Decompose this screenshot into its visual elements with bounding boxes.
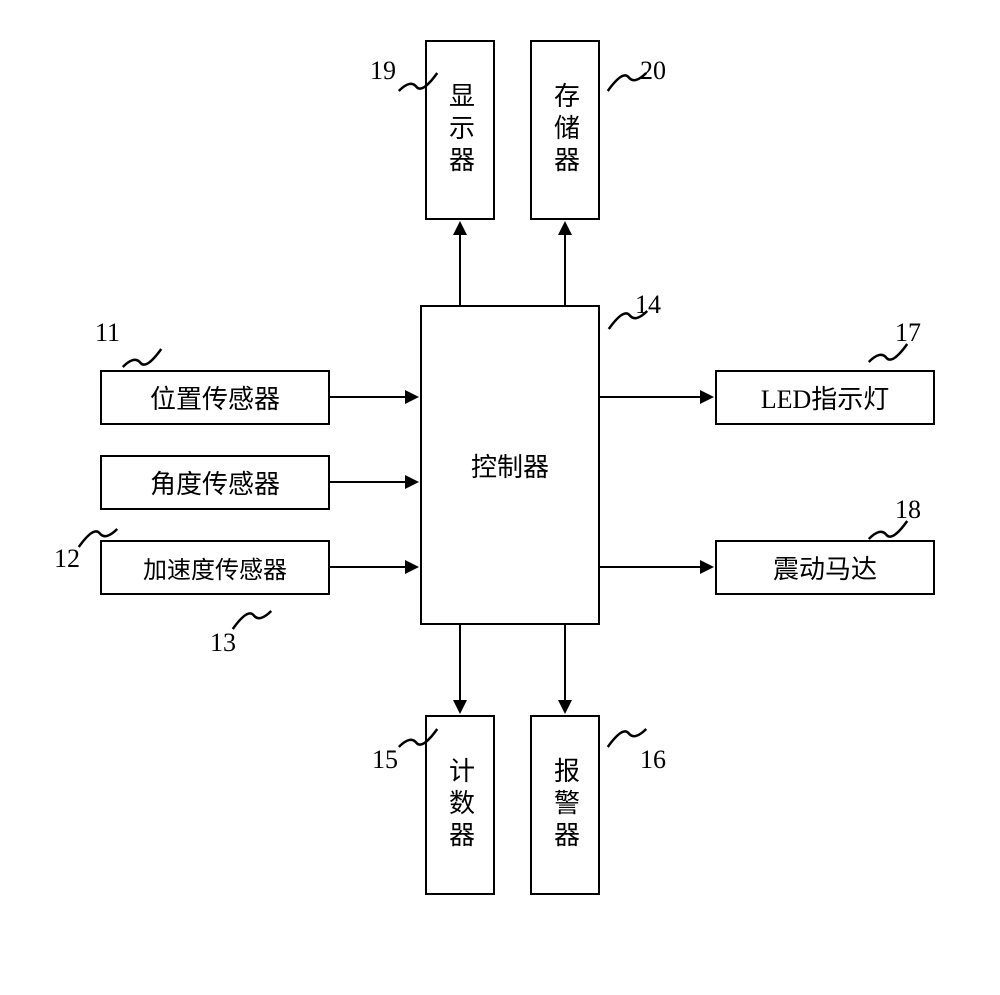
arrow-head-icon — [453, 700, 467, 714]
edge-ang-controller — [330, 481, 406, 483]
edge-controller-led — [600, 396, 701, 398]
node-counter-label: 计数器 — [442, 757, 479, 853]
edge-pos-controller — [330, 396, 406, 398]
arrow-head-icon — [558, 700, 572, 714]
ref-text: 19 — [370, 56, 396, 85]
node-ang-sensor: 角度传感器 — [100, 455, 330, 510]
edge-controller-display — [459, 234, 461, 305]
node-controller-label: 控制器 — [471, 447, 549, 484]
arrow-head-icon — [405, 475, 419, 489]
node-storage: 存储器 — [530, 40, 600, 220]
arrow-head-icon — [700, 560, 714, 574]
node-acc-sensor-label: 加速度传感器 — [143, 550, 287, 585]
edge-controller-storage — [564, 234, 566, 305]
edge-acc-controller — [330, 566, 406, 568]
edge-controller-counter — [459, 625, 461, 701]
ref-label-11: 11 — [95, 318, 120, 348]
node-storage-label: 存储器 — [547, 82, 584, 178]
node-ang-sensor-label: 角度传感器 — [150, 464, 280, 501]
arrow-head-icon — [405, 560, 419, 574]
node-acc-sensor: 加速度传感器 — [100, 540, 330, 595]
ref-label-19: 19 — [370, 56, 396, 86]
node-led-label: LED指示灯 — [761, 379, 890, 416]
node-alarm-label: 报警器 — [547, 757, 584, 853]
arrow-head-icon — [700, 390, 714, 404]
edge-controller-alarm — [564, 625, 566, 701]
node-vibration-label: 震动马达 — [773, 549, 877, 586]
ref-text: 11 — [95, 318, 120, 347]
arrow-head-icon — [405, 390, 419, 404]
arrow-head-icon — [453, 221, 467, 235]
arrow-head-icon — [558, 221, 572, 235]
node-pos-sensor-label: 位置传感器 — [150, 379, 280, 416]
node-display-label: 显示器 — [442, 82, 479, 178]
node-led: LED指示灯 — [715, 370, 935, 425]
node-alarm: 报警器 — [530, 715, 600, 895]
edge-controller-vibration — [600, 566, 701, 568]
node-controller: 控制器 — [420, 305, 600, 625]
node-pos-sensor: 位置传感器 — [100, 370, 330, 425]
